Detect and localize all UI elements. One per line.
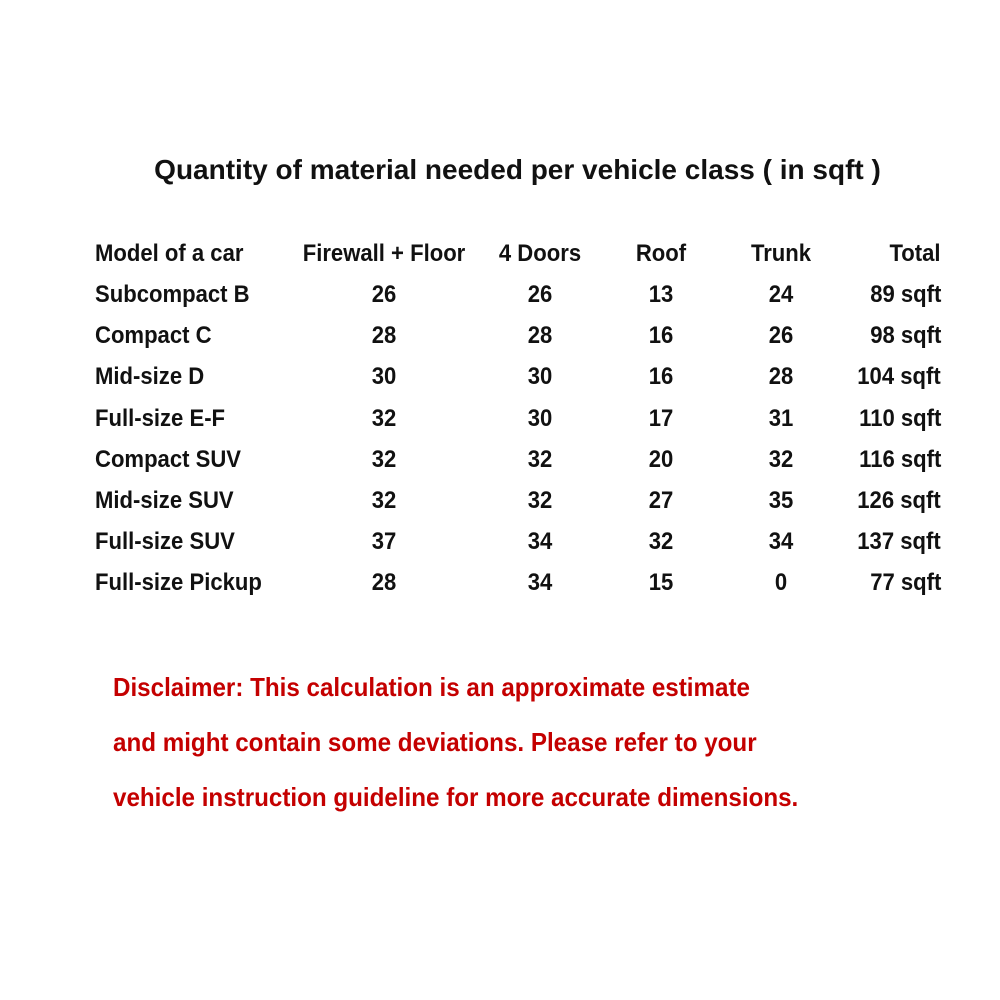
cell-firewall-floor: 28	[371, 569, 397, 597]
cell-firewall-floor: 32	[371, 445, 397, 473]
header-roof: Roof	[635, 240, 687, 267]
cell-total: 98 sqft	[869, 322, 941, 350]
disclaimer-line-3: vehicle instruction guideline for more a…	[113, 782, 799, 812]
cell-firewall-floor: 32	[371, 487, 397, 514]
cell-model: Subcompact B	[95, 281, 250, 308]
cell-model: Mid-size D	[95, 363, 205, 391]
cell-doors: 30	[527, 363, 553, 391]
cell-firewall-floor: 32	[371, 404, 397, 432]
cell-model: Compact SUV	[95, 445, 242, 473]
page-title: Quantity of material needed per vehicle …	[154, 154, 881, 185]
cell-roof: 32	[648, 528, 674, 556]
cell-trunk: 35	[768, 487, 794, 514]
cell-roof: 17	[648, 404, 674, 432]
cell-doors: 30	[527, 404, 553, 432]
cell-total: 137 sqft	[857, 528, 941, 556]
cell-roof: 16	[648, 363, 674, 391]
header-total: Total	[889, 240, 941, 267]
cell-roof: 27	[648, 487, 674, 514]
cell-trunk: 26	[768, 322, 794, 350]
cell-total: 89 sqft	[869, 281, 941, 308]
cell-doors: 28	[527, 322, 553, 350]
cell-trunk: 32	[768, 445, 794, 473]
cell-firewall-floor: 26	[371, 281, 397, 308]
header-trunk: Trunk	[750, 240, 812, 267]
header-doors: 4 Doors	[498, 240, 582, 267]
cell-model: Full-size Pickup	[95, 569, 262, 597]
cell-trunk: 24	[768, 281, 794, 308]
cell-trunk: 28	[768, 363, 794, 391]
cell-firewall-floor: 30	[371, 363, 397, 391]
cell-total: 104 sqft	[857, 363, 941, 391]
header-model: Model of a car	[95, 240, 244, 267]
cell-doors: 26	[527, 281, 553, 308]
cell-total: 116 sqft	[858, 445, 941, 473]
cell-firewall-floor: 37	[371, 528, 397, 556]
cell-roof: 15	[648, 569, 674, 597]
disclaimer-line-2: and might contain some deviations. Pleas…	[113, 727, 757, 757]
cell-model: Full-size E-F	[95, 404, 226, 432]
cell-doors: 32	[527, 487, 553, 514]
cell-doors: 32	[527, 445, 553, 473]
cell-trunk: 34	[768, 528, 794, 556]
header-firewall-floor: Firewall + Floor	[302, 240, 466, 267]
cell-trunk: 0	[774, 569, 788, 597]
cell-roof: 20	[648, 445, 674, 473]
disclaimer-line-1: Disclaimer: This calculation is an appro…	[113, 672, 750, 702]
cell-total: 77 sqft	[869, 569, 941, 597]
cell-roof: 16	[648, 322, 674, 350]
cell-firewall-floor: 28	[371, 322, 397, 350]
cell-total: 110 sqft	[858, 404, 941, 432]
cell-model: Mid-size SUV	[95, 487, 234, 514]
cell-doors: 34	[527, 528, 553, 556]
cell-trunk: 31	[768, 404, 794, 432]
cell-model: Compact C	[95, 322, 212, 350]
cell-roof: 13	[648, 281, 674, 308]
cell-total: 126 sqft	[857, 487, 941, 514]
cell-doors: 34	[527, 569, 553, 597]
cell-model: Full-size SUV	[95, 528, 235, 556]
